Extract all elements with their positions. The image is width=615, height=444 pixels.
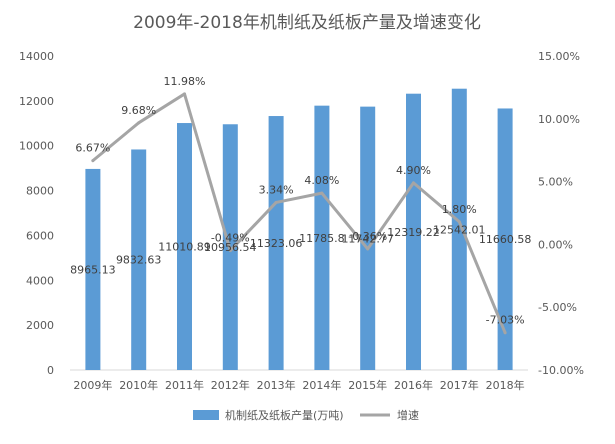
- x-tick-label: 2010年: [119, 378, 158, 392]
- line-point: [412, 181, 415, 185]
- growth-line: [91, 92, 507, 335]
- bar-data-label: 12542.01: [433, 223, 486, 236]
- bar: [451, 88, 467, 371]
- bar: [360, 106, 376, 371]
- line-point: [503, 331, 507, 335]
- bar: [406, 93, 421, 370]
- bar-data-label: 11742.77: [341, 232, 394, 245]
- x-tick-label: 2013年: [257, 378, 296, 392]
- line-point: [137, 121, 141, 125]
- line-data-label: 3.34%: [259, 183, 294, 196]
- left-axis: 0 2000 4000 6000 8000 10000 12000 14000: [19, 50, 54, 377]
- right-tick-label: 0.00%: [538, 238, 573, 251]
- line-point: [228, 249, 232, 253]
- line-data-label: 9.68%: [121, 104, 156, 117]
- chart-title: 2009年-2018年机制纸及纸板产量及增速变化: [133, 13, 481, 33]
- line-point: [274, 200, 278, 204]
- bar: [131, 149, 147, 370]
- line-data-label: 4.08%: [304, 174, 339, 187]
- line-point: [183, 92, 186, 96]
- bar: [85, 168, 101, 370]
- x-tick-label: 2016年: [394, 378, 433, 392]
- bar-data-labels: 8965.139832.6311010.8910956.5411323.0611…: [70, 223, 531, 276]
- left-tick-label: 10000: [19, 140, 54, 153]
- bar-data-label: 9832.63: [116, 254, 162, 267]
- line-data-label: -7.03%: [486, 314, 525, 327]
- x-tick-label: 2011年: [165, 378, 204, 392]
- line-point: [366, 247, 370, 251]
- line-point: [457, 220, 461, 224]
- line-data-labels: 6.67% 9.68% 11.98% -0.49% 3.34% 4.08% -0.36% 4.…: [75, 75, 524, 327]
- line-data-label: 1.80%: [442, 203, 477, 216]
- line-data-label: 11.98%: [164, 75, 206, 88]
- bar-data-label: 11323.06: [250, 237, 303, 250]
- right-tick-label: 5.00%: [538, 176, 573, 189]
- right-tick-label: 10.00%: [538, 113, 580, 126]
- legend-bar-label: 机制纸及纸板产量(万吨): [225, 408, 344, 422]
- x-tick-label: 2012年: [211, 378, 250, 392]
- left-tick-label: 6000: [26, 229, 54, 242]
- bar-data-label: 11660.58: [479, 233, 532, 246]
- bar: [268, 116, 284, 370]
- bar-data-label: 11785.8: [299, 232, 345, 245]
- x-tick-label: 2009年: [73, 378, 112, 392]
- line-point: [320, 191, 324, 195]
- line-data-label: -0.36%: [348, 230, 387, 243]
- legend-bar-swatch: [193, 410, 219, 420]
- right-axis: -10.00% -5.00% 0.00% 5.00% 10.00% 15.00%: [538, 50, 584, 377]
- right-tick-label: 15.00%: [538, 50, 580, 63]
- x-tick-label: 2017年: [440, 378, 479, 392]
- legend: 机制纸及纸板产量(万吨) 增速: [193, 408, 419, 422]
- bar-series: [85, 88, 513, 371]
- x-axis: 2009年 2010年 2011年 2012年 2013年 2014年 2015年 2016年…: [73, 378, 524, 392]
- bar-data-label: 11010.89: [158, 241, 211, 254]
- x-tick-label: 2014年: [302, 378, 341, 392]
- bar: [314, 105, 330, 370]
- left-tick-label: 4000: [26, 274, 54, 287]
- bar-data-label: 10956.54: [204, 241, 257, 254]
- bar-data-label: 12319.22: [387, 226, 440, 239]
- bar: [497, 108, 513, 370]
- legend-line-label: 增速: [397, 408, 419, 422]
- line-data-label: 6.67%: [75, 142, 110, 155]
- bar-data-label: 8965.13: [70, 263, 116, 276]
- left-tick-label: 14000: [19, 50, 54, 63]
- right-tick-label: -10.00%: [538, 364, 584, 377]
- x-tick-label: 2018年: [486, 378, 525, 392]
- right-tick-label: -5.00%: [538, 301, 577, 314]
- left-tick-label: 2000: [26, 319, 54, 332]
- bar: [177, 123, 192, 370]
- left-tick-label: 0: [47, 364, 54, 377]
- line-point: [91, 159, 95, 163]
- line-data-label: 4.90%: [396, 164, 431, 177]
- left-tick-label: 8000: [26, 185, 54, 198]
- line-data-label: -0.49%: [211, 232, 250, 245]
- x-tick-label: 2015年: [348, 378, 387, 392]
- left-tick-label: 12000: [19, 95, 54, 108]
- line-series: [91, 92, 507, 335]
